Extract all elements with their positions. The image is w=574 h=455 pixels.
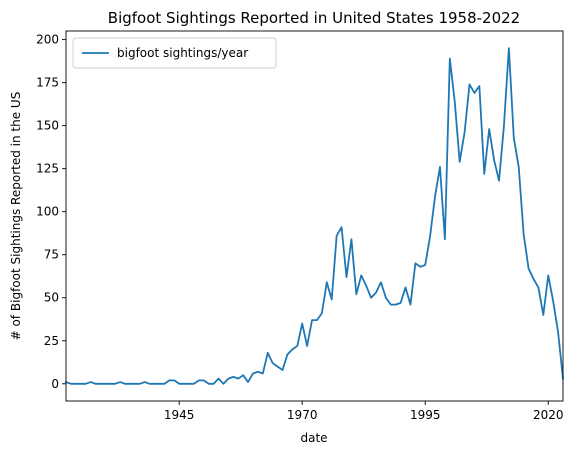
plot-frame	[65, 30, 564, 402]
y-tick-label: 0	[51, 377, 59, 391]
plot-area	[64, 30, 564, 402]
series-line-bigfoot-sightings	[64, 47, 564, 385]
x-axis-label: date	[300, 431, 327, 445]
legend-entry-bigfoot-sightings: bigfoot sightings/year	[117, 46, 248, 60]
y-tick-label: 50	[44, 291, 59, 305]
x-tick-label: 2020	[533, 408, 564, 422]
legend-box	[72, 37, 277, 69]
y-tick-label: 150	[36, 119, 59, 133]
y-tick-label: 100	[36, 205, 59, 219]
x-tick-label: 1945	[164, 408, 195, 422]
y-tick-label: 200	[36, 33, 59, 47]
y-tick-label: 175	[36, 76, 59, 90]
chart-title: Bigfoot Sightings Reported in United Sta…	[108, 9, 520, 27]
y-tick-label: 125	[36, 162, 59, 176]
x-tick-label: 1995	[410, 408, 441, 422]
x-axis: 1945 1970 1995 2020	[164, 401, 564, 422]
x-tick-label: 1970	[287, 408, 318, 422]
plot-background	[66, 31, 563, 401]
y-tick-label: 75	[44, 248, 59, 262]
y-tick-label: 25	[44, 334, 59, 348]
y-axis: 0 25 50 75 100 125 150 175 200	[36, 33, 66, 391]
legend: bigfoot sightings/year	[72, 37, 277, 69]
y-axis-label: # of Bigfoot Sightings Reported in the U…	[9, 92, 23, 341]
